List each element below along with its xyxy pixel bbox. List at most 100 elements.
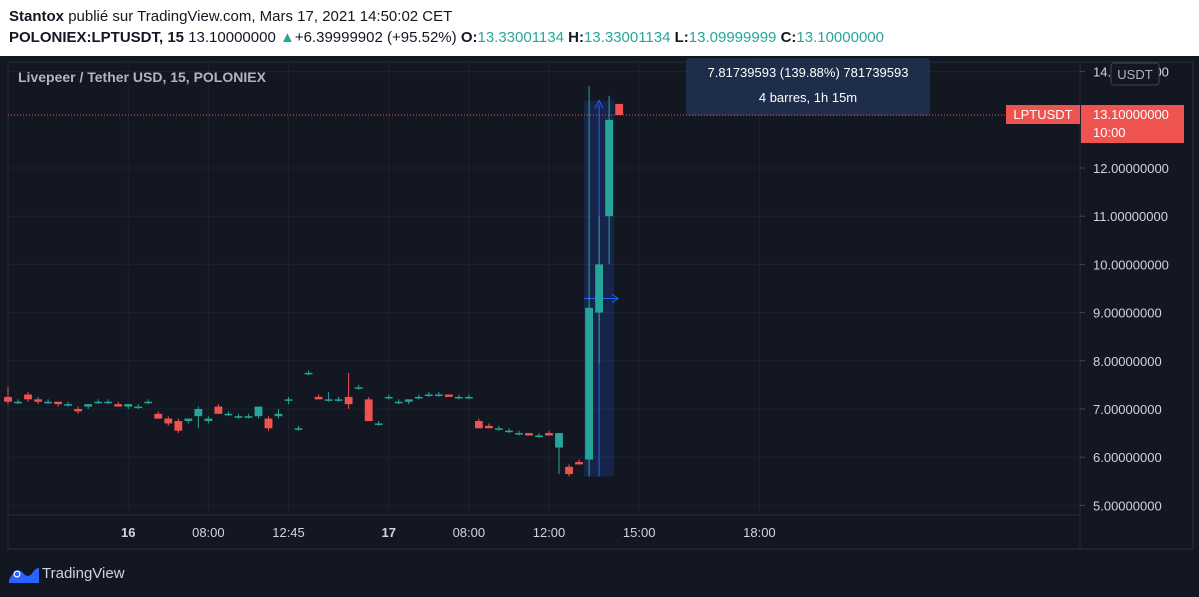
symbol-full: POLONIEX:LPTUSDT, 15: [9, 29, 185, 46]
candle-up: [224, 413, 233, 416]
currency-label: USDT: [1117, 67, 1152, 82]
candles: [4, 86, 624, 477]
low-label: L:: [674, 29, 689, 46]
candle-down: [444, 394, 453, 397]
author-name[interactable]: Stantox: [9, 8, 65, 25]
candle-down: [4, 396, 12, 402]
candle-down: [54, 401, 63, 405]
candle-up: [505, 430, 513, 433]
open-label: O:: [460, 29, 478, 46]
candle-up: [64, 404, 73, 406]
candle-down: [174, 421, 183, 431]
time-axis[interactable]: 16 08:00 12:45 17 08:00 12:00 15:00 18:00: [121, 525, 776, 540]
candle-up: [104, 401, 113, 404]
candle-down: [24, 394, 32, 400]
time-tick-label: 08:00: [192, 525, 225, 540]
publication-header: Stantox publié sur TradingView.com, Mars…: [0, 0, 1199, 56]
candle-down: [154, 413, 163, 419]
candle-up: [304, 372, 313, 375]
candle-up: [14, 401, 22, 404]
change-value: +6.39999902 (+95.52%): [294, 29, 457, 46]
candle-up: [324, 399, 333, 401]
candle-down: [364, 399, 373, 422]
candle-up: [535, 435, 543, 437]
time-tick-label: 08:00: [453, 525, 486, 540]
candle-down: [474, 421, 483, 429]
measure-info-line2: 4 barres, 1h 15m: [759, 90, 857, 105]
candle-down: [114, 404, 123, 407]
candle-up: [464, 396, 473, 399]
open-value: 13.33001134: [477, 29, 564, 46]
price-tick-label: 12.00000000: [1093, 161, 1169, 176]
price-tick-label: 5.00000000: [1093, 498, 1162, 513]
price-tick-label: 6.00000000: [1093, 450, 1162, 465]
last-price: 13.10000000: [188, 29, 276, 46]
price-tag-countdown: 10:00: [1093, 125, 1126, 140]
candle-up: [354, 387, 363, 389]
candle-up: [585, 307, 593, 460]
price-tag-bg: [1081, 105, 1184, 144]
candle-up: [414, 396, 423, 399]
publication-line: Stantox publié sur TradingView.com, Mars…: [9, 8, 452, 25]
candle-down: [615, 103, 624, 116]
candle-up: [424, 394, 433, 397]
candle-up: [184, 418, 193, 422]
candle-up: [555, 433, 563, 448]
candle-down: [34, 399, 42, 402]
candle-up: [334, 399, 343, 401]
candle-down: [264, 418, 273, 429]
chart-title: Livepeer / Tether USD, 15, POLONIEX: [18, 69, 267, 85]
candle-up: [44, 401, 52, 404]
candle-up: [605, 119, 614, 217]
time-tick-label: 15:00: [623, 525, 656, 540]
currency-badge[interactable]: [1110, 62, 1160, 86]
price-chart[interactable]: 7.81739593 (139.88%) 781739593 4 barres, …: [0, 56, 1199, 556]
candle-up: [254, 406, 263, 417]
last-price-tag: LPTUSDT 13.10000000 10:00: [1006, 105, 1184, 144]
time-tick-label: 16: [121, 525, 135, 540]
candle-down: [314, 396, 323, 400]
time-tick-label: 12:00: [533, 525, 566, 540]
candle-up: [374, 423, 383, 425]
candle-up: [384, 396, 393, 399]
footer: TradingView: [0, 556, 1199, 597]
candle-up: [134, 406, 143, 409]
measure-arrow-head-right: [611, 294, 620, 303]
candle-up: [84, 404, 93, 407]
up-arrow-icon: ▲: [279, 29, 295, 46]
measure-arrow-head-up: [594, 99, 604, 109]
candle-down: [344, 396, 353, 405]
candle-down: [214, 406, 223, 414]
close-label: C:: [780, 29, 797, 46]
candle-down: [164, 418, 173, 424]
time-tick-label: 12:45: [272, 525, 305, 540]
high-value: 13.33001134: [583, 29, 671, 46]
candle-up: [294, 428, 303, 430]
tradingview-logo-icon[interactable]: [8, 564, 40, 584]
published-text: publié sur TradingView.com, Mars 17, 202…: [68, 8, 453, 25]
tradingview-logo-text[interactable]: TradingView: [42, 565, 125, 582]
candle-down: [545, 433, 553, 436]
high-label: H:: [568, 29, 584, 46]
candle-up: [434, 394, 443, 397]
close-value: 13.10000000: [796, 29, 884, 46]
candle-down: [74, 408, 83, 412]
candle-up: [234, 416, 243, 418]
chart-frame: [7, 61, 1194, 550]
candle-down: [484, 425, 493, 429]
candle-up: [124, 404, 133, 407]
candle-down: [565, 466, 573, 475]
symbol-tag-bg: [1006, 105, 1080, 125]
low-value: 13.09999999: [688, 29, 777, 46]
candle-down: [525, 433, 533, 436]
candle-up: [144, 401, 153, 404]
time-tick-label: 18:00: [743, 525, 776, 540]
symbol-tag: LPTUSDT: [1013, 107, 1072, 122]
candle-up: [404, 399, 413, 402]
price-tick-label: 9.00000000: [1093, 306, 1162, 321]
candle-up: [274, 413, 283, 417]
price-tick-label: 10.00000000: [1093, 257, 1169, 272]
candle-up: [454, 396, 463, 399]
price-tag-value: 13.10000000: [1093, 107, 1169, 122]
price-tick-label: 8.00000000: [1093, 354, 1162, 369]
